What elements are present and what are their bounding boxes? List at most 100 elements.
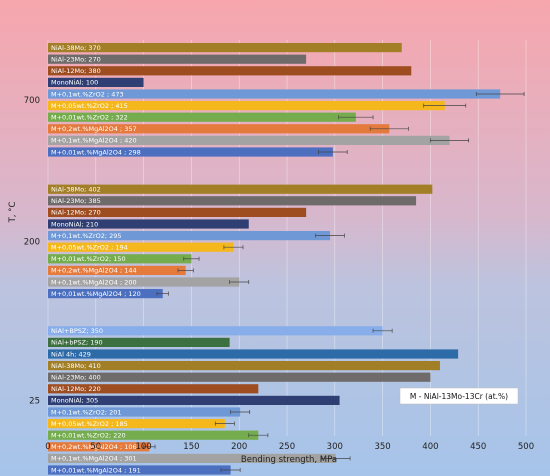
- bar-rect-2-5: [48, 384, 259, 394]
- x-tick-label-0: 0: [45, 442, 50, 452]
- bar-rect-2-11: [48, 453, 336, 463]
- bar-label-0-7: M+0,2wt.%MgAl2O4 ; 357: [51, 125, 137, 133]
- bar-rect-0-3: [48, 77, 144, 87]
- bar-1-8: M+0,1wt.%MgAl2O4 ; 200: [48, 277, 250, 287]
- bar-rect-1-0: [48, 184, 433, 194]
- bar-rect-1-2: [48, 207, 307, 217]
- bar-label-1-1: NiAl-23Mo; 385: [51, 197, 101, 205]
- bar-label-0-5: M+0,05wt.%ZrO2 ; 415: [51, 102, 128, 110]
- bar-0-6: M+0,01wt.%ZrO2 ; 322: [48, 112, 374, 122]
- bar-rect-1-7: [48, 265, 186, 275]
- bar-1-5: M+0,05wt.%ZrO2 ; 194: [48, 242, 244, 252]
- bar-1-6: M+0,01wt.%ZrO2; 150: [48, 254, 200, 264]
- bar-1-0: NiAl-38Mo; 402: [48, 184, 433, 194]
- bar-rect-0-6: [48, 112, 356, 122]
- legend-annotation: M - NiAl-13Mo-13Cr (at.%): [399, 387, 519, 405]
- bar-rect-0-7: [48, 124, 390, 134]
- x-tick-label-350: 350: [374, 442, 390, 452]
- x-tick-label-300: 300: [327, 442, 343, 452]
- x-tick-label-500: 500: [518, 442, 534, 452]
- bar-label-1-9: M+0,01wt.%MgAl2O4 ; 120: [51, 290, 141, 298]
- bar-2-2: NiAl 4h; 429: [48, 349, 459, 359]
- bar-rect-1-1: [48, 196, 417, 206]
- bar-1-9: M+0,01wt.%MgAl2O4 ; 120: [48, 289, 169, 299]
- bar-label-1-4: M+0,1wt.%ZrO2; 295: [51, 232, 122, 240]
- bar-2-0: NiAl+BPSZ; 350: [48, 326, 393, 336]
- bar-label-2-7: M+0,1wt.%ZrO2; 201: [51, 408, 122, 416]
- bar-label-2-5: NiAl-12Mo; 220: [51, 385, 101, 393]
- x-tick-label-200: 200: [231, 442, 247, 452]
- x-tick-label-50: 50: [90, 442, 101, 452]
- bar-rect-2-10: [48, 442, 150, 452]
- bar-label-2-3: NiAl-38Mo; 410: [51, 362, 101, 370]
- bar-2-11: M+0,1wt.%MgAl2O4 ; 301: [48, 453, 351, 463]
- x-tick-labels: 0 50 100 150 200 250 300 350 400 450 500: [45, 442, 534, 452]
- bar-rect-0-2: [48, 66, 412, 76]
- group-label-25: 25: [29, 396, 40, 406]
- x-tick-label-150: 150: [183, 442, 199, 452]
- bar-2-3: NiAl-38Mo; 410: [48, 361, 440, 371]
- bar-1-2: NiAl-12Mo; 270: [48, 207, 307, 217]
- bar-2-4: NiAl-23Mo; 400: [48, 372, 431, 382]
- bar-label-2-9: M+0,01wt.%ZrO2; 220: [51, 432, 126, 440]
- bar-rect-2-0: [48, 326, 383, 336]
- bar-2-8: M+0,05wt.%ZrO2 ; 185: [48, 419, 235, 429]
- bar-rect-2-3: [48, 361, 440, 371]
- bar-1-3: MonoNiAl; 210: [48, 219, 249, 229]
- bar-rect-0-4: [48, 89, 501, 99]
- bar-label-0-2: NiAl-12Mo; 380: [51, 67, 101, 75]
- x-tick-label-250: 250: [279, 442, 295, 452]
- bar-rect-0-0: [48, 43, 402, 53]
- bar-0-2: NiAl-12Mo; 380: [48, 66, 412, 76]
- group-label-700: 700: [24, 96, 40, 106]
- bar-label-0-4: M+0,1wt.%ZrO2 ; 473: [51, 90, 124, 98]
- bar-label-0-9: M+0,01wt.%MgAl2O4 ; 298: [51, 148, 141, 156]
- y-axis-label: T, °C: [8, 202, 18, 224]
- bar-rect-2-1: [48, 337, 230, 347]
- bar-rect-2-4: [48, 372, 431, 382]
- bar-0-1: NiAl-23Mo; 270: [48, 54, 307, 64]
- bar-2-5: NiAl-12Mo; 220: [48, 384, 259, 394]
- bar-label-0-8: M+0,1wt.%MgAl2O4 ; 420: [51, 137, 137, 145]
- bar-label-0-3: MonoNiAl; 100: [51, 79, 98, 87]
- bar-label-1-2: NiAl-12Mo; 270: [51, 209, 101, 217]
- bar-label-2-10: M+0,2wt.%MgAl2O4 ; 106: [51, 443, 137, 451]
- bar-0-9: M+0,01wt.%MgAl2O4 ; 298: [48, 147, 348, 157]
- bar-label-2-0: NiAl+BPSZ; 350: [51, 327, 103, 335]
- bar-rect-1-3: [48, 219, 249, 229]
- bar-rect-2-6: [48, 395, 340, 405]
- group-label-200: 200: [24, 237, 40, 247]
- bar-rect-2-2: [48, 349, 459, 359]
- bar-rect-0-5: [48, 101, 445, 111]
- bar-label-1-8: M+0,1wt.%MgAl2O4 ; 200: [51, 278, 137, 286]
- x-tick-label-450: 450: [470, 442, 486, 452]
- bar-label-2-4: NiAl-23Mo; 400: [51, 374, 101, 382]
- bar-label-2-12: M+0,01wt.%MgAl2O4 ; 191: [51, 466, 141, 474]
- bar-rect-2-9: [48, 430, 259, 440]
- bar-rect-1-4: [48, 231, 331, 241]
- bar-rect-2-8: [48, 419, 225, 429]
- bar-1-1: NiAl-23Mo; 385: [48, 196, 417, 206]
- bar-2-9: M+0,01wt.%ZrO2; 220: [48, 430, 269, 440]
- x-tick-label-400: 400: [422, 442, 438, 452]
- bar-0-4: M+0,1wt.%ZrO2 ; 473: [48, 89, 525, 99]
- bar-rect-0-8: [48, 135, 450, 145]
- bar-0-3: MonoNiAl; 100: [48, 77, 144, 87]
- bar-rect-0-9: [48, 147, 333, 157]
- bar-rect-1-6: [48, 254, 192, 264]
- bar-label-1-3: MonoNiAl; 210: [51, 220, 98, 228]
- bar-2-1: NiAl+bPSZ; 190: [48, 337, 230, 347]
- bar-2-12: M+0,01wt.%MgAl2O4 ; 191: [48, 465, 241, 475]
- bar-label-2-1: NiAl+bPSZ; 190: [51, 339, 103, 347]
- bar-1-7: M+0,2wt.%MgAl2O4 ; 144: [48, 265, 194, 275]
- bar-rect-2-12: [48, 465, 231, 475]
- bar-rect-1-8: [48, 277, 240, 287]
- x-axis-label: Bending strength, MPa: [241, 455, 337, 465]
- bar-rect-0-1: [48, 54, 307, 64]
- bar-0-8: M+0,1wt.%MgAl2O4 ; 420: [48, 135, 469, 145]
- bars-layer: NiAl-38Mo; 370 NiAl-23Mo; 270 NiAl-12Mo; 3…: [48, 43, 525, 475]
- bar-label-2-6: MonoNiAl; 305: [51, 397, 98, 405]
- bar-label-2-2: NiAl 4h; 429: [51, 350, 91, 358]
- bar-rect-1-9: [48, 289, 163, 299]
- bar-0-7: M+0,2wt.%MgAl2O4 ; 357: [48, 124, 409, 134]
